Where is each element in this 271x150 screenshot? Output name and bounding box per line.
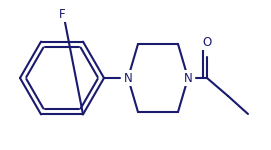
Text: N: N	[124, 72, 132, 84]
Text: O: O	[202, 36, 212, 48]
Text: F: F	[59, 8, 65, 21]
Text: N: N	[184, 72, 192, 84]
